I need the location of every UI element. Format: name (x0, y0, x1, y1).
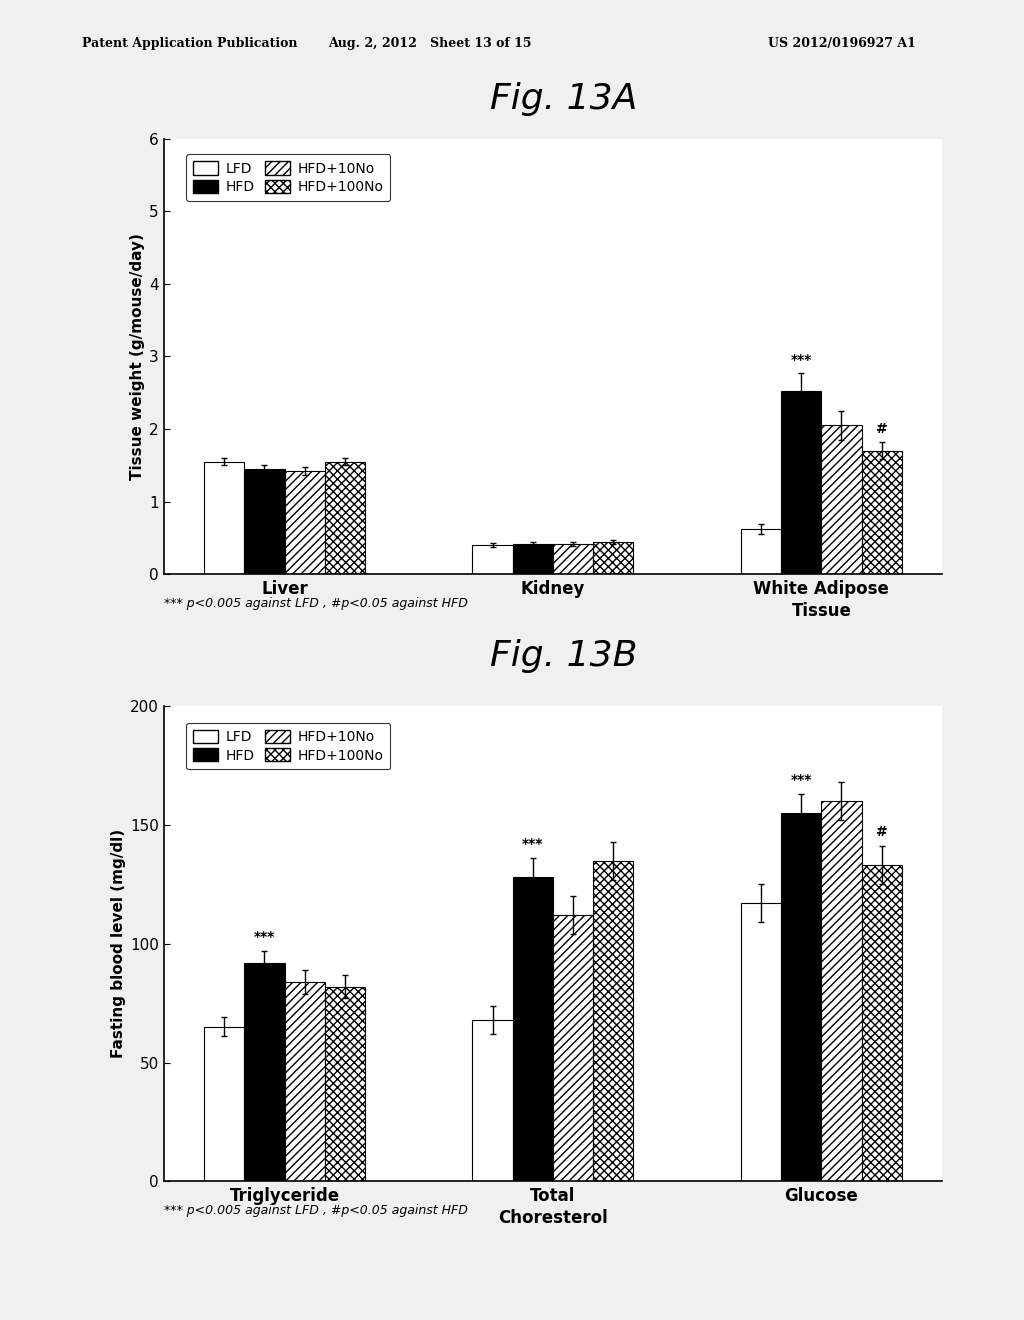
Bar (553, 915, 593, 1181)
Legend: LFD, HFD, HFD+10No, HFD+100No: LFD, HFD, HFD+10No, HFD+100No (186, 722, 390, 770)
Bar (781, 813, 821, 1181)
Text: ***: *** (791, 774, 812, 787)
Bar (472, 1020, 513, 1181)
Text: Fig. 13B: Fig. 13B (489, 639, 637, 673)
Y-axis label: Tissue weight (g/mouse/day): Tissue weight (g/mouse/day) (130, 232, 145, 480)
Text: #: # (876, 825, 888, 840)
Bar (325, 462, 366, 574)
Bar (204, 1027, 245, 1181)
Bar (472, 545, 513, 574)
Y-axis label: Fasting blood level (mg/dl): Fasting blood level (mg/dl) (111, 829, 126, 1059)
Text: *** p<0.005 against LFD , #p<0.05 against HFD: *** p<0.005 against LFD , #p<0.05 agains… (164, 597, 468, 610)
Bar (245, 962, 285, 1181)
Bar (593, 861, 634, 1181)
Text: Fig. 13A: Fig. 13A (489, 82, 637, 116)
Bar (513, 544, 553, 574)
Bar (553, 544, 593, 574)
Bar (285, 982, 325, 1181)
Legend: LFD, HFD, HFD+10No, HFD+100No: LFD, HFD, HFD+10No, HFD+100No (186, 154, 390, 201)
Bar (781, 391, 821, 574)
Bar (325, 986, 366, 1181)
Bar (204, 462, 245, 574)
Bar (513, 878, 553, 1181)
Bar (861, 451, 902, 574)
Bar (740, 529, 781, 574)
Bar (285, 471, 325, 574)
Bar (861, 866, 902, 1181)
Text: ***: *** (522, 837, 544, 851)
Bar (245, 469, 285, 574)
Bar (740, 903, 781, 1181)
Text: Patent Application Publication: Patent Application Publication (82, 37, 297, 50)
Bar (593, 543, 634, 574)
Bar (821, 425, 861, 574)
Text: #: # (876, 421, 888, 436)
Text: *** p<0.005 against LFD , #p<0.05 against HFD: *** p<0.005 against LFD , #p<0.05 agains… (164, 1204, 468, 1217)
Bar (821, 801, 861, 1181)
Text: Aug. 2, 2012   Sheet 13 of 15: Aug. 2, 2012 Sheet 13 of 15 (329, 37, 531, 50)
Text: ***: *** (254, 929, 275, 944)
Text: US 2012/0196927 A1: US 2012/0196927 A1 (768, 37, 915, 50)
Text: ***: *** (791, 352, 812, 367)
